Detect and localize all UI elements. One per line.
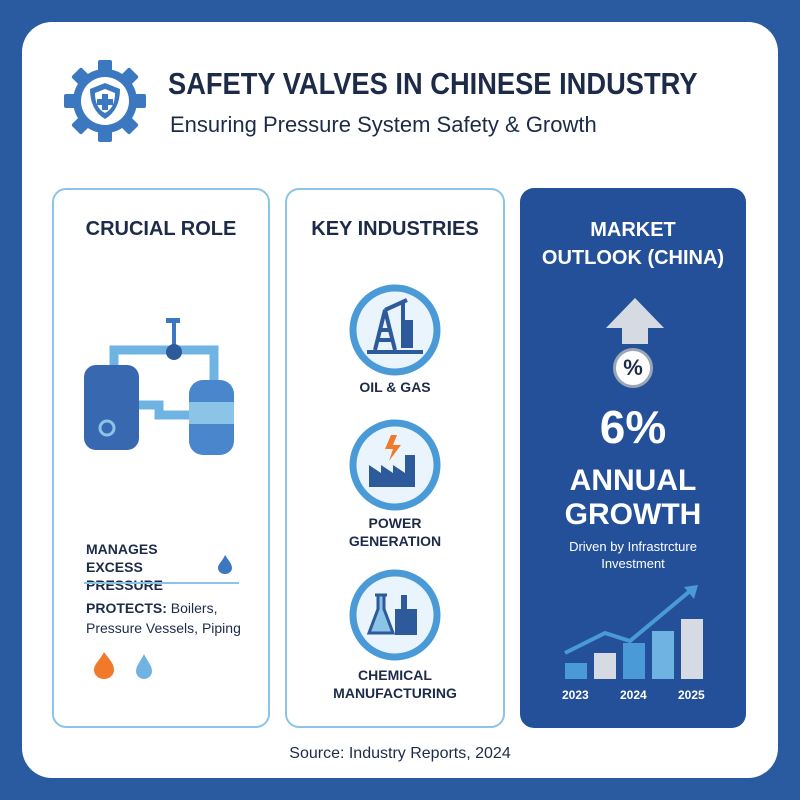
power-icon bbox=[349, 419, 441, 511]
industries-panel: KEY INDUSTRIES OIL & GAS POWER GENERATIO… bbox=[285, 188, 505, 728]
subtitle: Ensuring Pressure System Safety & Growth bbox=[170, 112, 597, 137]
panel-title: KEY INDUSTRIES bbox=[311, 218, 479, 240]
up-arrow bbox=[606, 298, 664, 344]
source: Source: Industry Reports, 2024 bbox=[289, 745, 511, 762]
protects-text: PROTECTS: Boilers, Pressure Vessels, Pip… bbox=[86, 598, 261, 638]
chemical-icon bbox=[349, 569, 441, 661]
growth-label: ANNUAL GROWTH bbox=[564, 464, 702, 531]
protects-list: Boilers, Pressure Vessels, Piping bbox=[86, 600, 241, 636]
growth-note: Driven by Infrastrcture Investment bbox=[569, 539, 697, 571]
growth-chart bbox=[564, 585, 703, 679]
role-panel: CRUCIAL ROLE MANAGES EXCESS PRESSURE PRO… bbox=[52, 188, 270, 728]
manages-text: MANAGES EXCESS PRESSURE bbox=[86, 541, 164, 593]
industry-label: OIL & GAS bbox=[359, 379, 431, 395]
vessel-illustration bbox=[84, 318, 234, 455]
panel-title: MARKET OUTLOOK (CHINA) bbox=[541, 219, 725, 269]
industry-label: POWER GENERATION bbox=[348, 515, 442, 549]
protects-label: PROTECTS: bbox=[86, 600, 167, 616]
title: SAFETY VALVES IN CHINESE INDUSTRY bbox=[168, 66, 698, 101]
icons bbox=[94, 652, 152, 679]
percent-badge: % bbox=[613, 348, 653, 388]
oil-icon bbox=[349, 284, 441, 376]
year-label: 2023 bbox=[562, 688, 589, 702]
panel-title: CRUCIAL ROLE bbox=[85, 218, 237, 240]
growth-value: 6% bbox=[599, 401, 667, 453]
gear-icon bbox=[64, 60, 146, 142]
industry-label: CHEMICAL MANUFACTURING bbox=[333, 667, 457, 701]
divider bbox=[84, 582, 239, 584]
flame-icon bbox=[218, 555, 232, 574]
outlook-panel: MARKET OUTLOOK (CHINA) % 6% ANNUAL GROWT… bbox=[520, 188, 746, 728]
year-label: 2024 bbox=[620, 688, 647, 702]
year-label: 2025 bbox=[678, 688, 705, 702]
